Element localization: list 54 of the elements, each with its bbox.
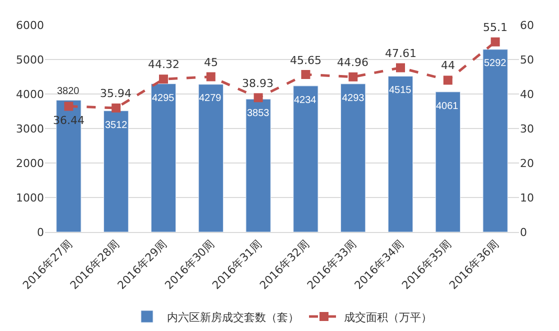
y-tick-label: 1000 [16,191,44,204]
data-label: 4279 [199,93,222,104]
y2-tick-label: 20 [520,156,534,170]
point [396,63,405,72]
point [64,102,74,111]
point [443,76,452,85]
point [206,72,216,82]
point [112,104,121,113]
bar [340,84,366,232]
data-label: 4515 [389,85,412,96]
y-tick-label: 3000 [16,122,44,136]
point [301,70,310,80]
y2-tick-label: 50 [520,53,534,66]
y2-tick-label: 30 [520,122,534,136]
y-tick-label: 2000 [16,156,44,170]
data-label: 3512 [105,120,128,131]
data-label: 44.96 [337,56,368,69]
y-tick-label: 0 [37,226,44,239]
y2-tick-label: 40 [520,88,534,101]
point [490,37,500,46]
point [254,93,263,102]
data-label: 45.65 [290,54,322,67]
bar [104,110,129,232]
data-label: 47.61 [385,47,416,60]
data-label: 4295 [152,93,175,104]
bar [435,92,460,232]
legend-label: 成交面积（万平） [344,310,432,324]
y-tick-label: 5000 [16,53,44,66]
legend-label: 内六区新房成交套数（套） [167,310,299,324]
point [159,74,168,84]
bar [150,84,176,232]
data-label: 4293 [342,93,365,104]
data-label: 3820 [57,86,80,97]
bar [246,98,271,232]
data-label: 45 [204,56,218,69]
y2-tick-label: 0 [520,226,527,239]
point [348,72,358,82]
data-label: 5292 [484,58,507,69]
data-label: 38.93 [242,77,274,90]
bar [293,86,318,232]
y2-tick-label: 60 [520,18,534,32]
bar [388,76,414,232]
data-label: 44 [441,59,455,72]
y2-tick-label: 10 [520,191,534,204]
data-label: 4234 [294,95,317,106]
bar [198,84,224,232]
data-label: 4061 [436,101,459,112]
y-tick-label: 4000 [16,88,44,101]
y-tick-label: 6000 [16,18,44,32]
data-label: 44.32 [148,58,180,71]
bar [482,49,508,232]
data-label: 55.1 [483,21,508,34]
data-label: 35.94 [100,87,132,100]
data-label: 3853 [247,108,270,119]
